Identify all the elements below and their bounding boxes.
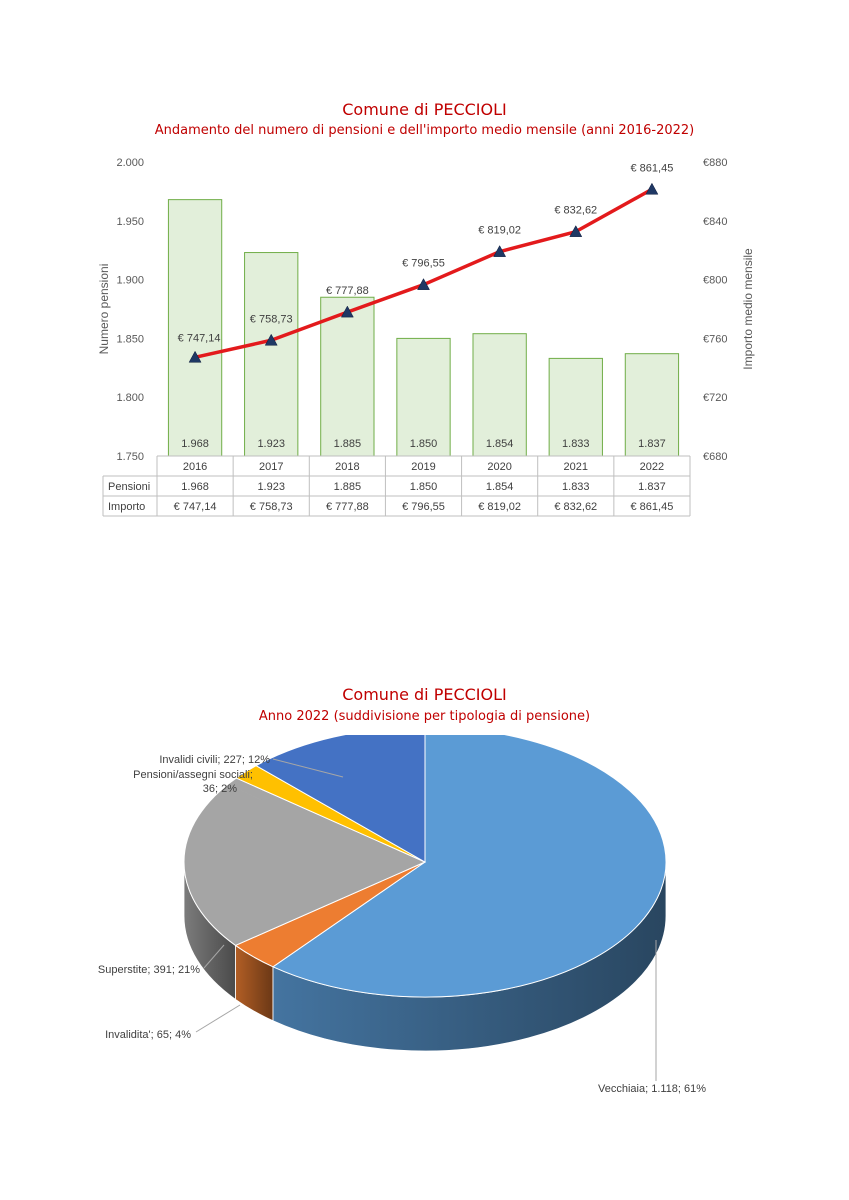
y-tick-label: 1.950 bbox=[116, 216, 144, 228]
pie-data-label: Pensioni/assegni sociali; 36; 2% bbox=[133, 769, 253, 795]
line-data-label: € 747,14 bbox=[178, 332, 221, 344]
bar bbox=[548, 357, 603, 457]
bar-chart-title: Comune di PECCIOLI bbox=[342, 100, 507, 119]
table-cell: 1.837 bbox=[638, 481, 666, 493]
pie-slice bbox=[272, 735, 667, 998]
line-data-label: € 796,55 bbox=[402, 258, 445, 270]
pie-data-label: Invalidi civili; 227; 12% bbox=[159, 754, 270, 766]
table-cell: € 777,88 bbox=[326, 501, 369, 513]
table-cell: € 796,55 bbox=[402, 501, 445, 513]
table-row-header: Importo bbox=[108, 501, 145, 513]
line-marker bbox=[340, 305, 354, 318]
line-data-label: € 758,73 bbox=[250, 313, 293, 325]
y-tick-label: 1.850 bbox=[116, 333, 144, 345]
pie-data-label: Invalidita'; 65; 4% bbox=[105, 1029, 191, 1041]
pie-chart-title: Comune di PECCIOLI bbox=[342, 685, 507, 704]
table-cell: € 819,02 bbox=[478, 501, 521, 513]
bar-data-label: 1.854 bbox=[486, 438, 514, 450]
y-tick-label: 1.900 bbox=[116, 275, 144, 287]
x-tick-label: 2019 bbox=[411, 461, 435, 473]
y2-tick-label: €840 bbox=[703, 216, 727, 228]
table-cell: € 832,62 bbox=[554, 501, 597, 513]
pie-chart-subtitle: Anno 2022 (suddivisione per tipologia di… bbox=[258, 709, 591, 724]
line-marker bbox=[188, 350, 202, 363]
line-data-label: € 819,02 bbox=[478, 225, 521, 237]
line-data-label: € 832,62 bbox=[554, 205, 597, 217]
x-tick-label: 2017 bbox=[259, 461, 283, 473]
line-marker bbox=[417, 278, 430, 290]
pie-data-label: Superstite; 391; 21% bbox=[98, 964, 200, 976]
bar-data-label: 1.923 bbox=[257, 438, 285, 450]
pie-leader-line bbox=[203, 944, 225, 969]
line-marker bbox=[569, 225, 583, 237]
x-tick-label: 2016 bbox=[183, 461, 207, 473]
x-tick-label: 2022 bbox=[640, 461, 664, 473]
table-cell: € 747,14 bbox=[174, 501, 217, 513]
x-tick-label: 2021 bbox=[564, 461, 588, 473]
line-data-label: € 861,45 bbox=[631, 162, 674, 174]
bar-data-label: 1.833 bbox=[562, 438, 590, 450]
y-axis-title: Numero pensioni bbox=[97, 264, 111, 355]
y-tick-label: 1.800 bbox=[116, 392, 144, 404]
bar-data-label: 1.885 bbox=[334, 438, 362, 450]
bar-data-label: 1.837 bbox=[638, 438, 666, 450]
table-cell: 1.885 bbox=[334, 481, 362, 493]
table-cell: 1.968 bbox=[181, 481, 209, 493]
bar bbox=[396, 337, 451, 457]
y2-axis-title: Importo medio mensile bbox=[741, 248, 755, 370]
line-marker bbox=[645, 182, 659, 195]
y-tick-label: 1.750 bbox=[116, 451, 144, 463]
pie-chart: Vecchiaia; 1.118; 61% Invalidita'; 65; 4%… bbox=[98, 735, 706, 1095]
pie-slice bbox=[255, 735, 426, 863]
y-tick-label: 2.000 bbox=[116, 157, 144, 169]
pie-slice bbox=[183, 777, 427, 946]
table-cell: 1.833 bbox=[562, 481, 590, 493]
table-row-header: Pensioni bbox=[108, 481, 150, 493]
bar bbox=[167, 199, 223, 457]
pie-data-label: Vecchiaia; 1.118; 61% bbox=[598, 1083, 706, 1095]
table-cell: € 758,73 bbox=[250, 501, 293, 513]
y2-tick-label: €880 bbox=[703, 157, 727, 169]
y2-tick-label: €680 bbox=[703, 451, 727, 463]
bar bbox=[244, 252, 299, 457]
table-cell: 1.850 bbox=[410, 481, 438, 493]
table-cell: 1.923 bbox=[257, 481, 285, 493]
line-marker bbox=[264, 333, 278, 346]
line-marker bbox=[493, 245, 507, 257]
bar bbox=[624, 353, 680, 457]
pie-leader-line bbox=[229, 784, 262, 801]
bar-chart-subtitle: Andamento del numero di pensioni e dell'… bbox=[154, 123, 695, 138]
x-tick-label: 2018 bbox=[335, 461, 359, 473]
bar bbox=[472, 333, 527, 457]
bar bbox=[320, 296, 375, 457]
y2-tick-label: €800 bbox=[703, 275, 727, 287]
table-cell: € 861,45 bbox=[631, 501, 674, 513]
pie-leader-line bbox=[272, 758, 344, 778]
pie-leader-line bbox=[195, 1004, 241, 1033]
table-cell: 1.854 bbox=[486, 481, 514, 493]
bar-data-label: 1.850 bbox=[410, 438, 438, 450]
line-data-label: € 777,88 bbox=[326, 285, 369, 297]
x-tick-label: 2020 bbox=[487, 461, 511, 473]
y2-tick-label: €720 bbox=[703, 392, 727, 404]
y2-tick-label: €760 bbox=[703, 333, 727, 345]
bar-chart: 1.750 1.800 1.850 1.900 1.950 2.000 €680 €720 €7… bbox=[97, 157, 755, 517]
bar-data-label: 1.968 bbox=[181, 438, 209, 450]
